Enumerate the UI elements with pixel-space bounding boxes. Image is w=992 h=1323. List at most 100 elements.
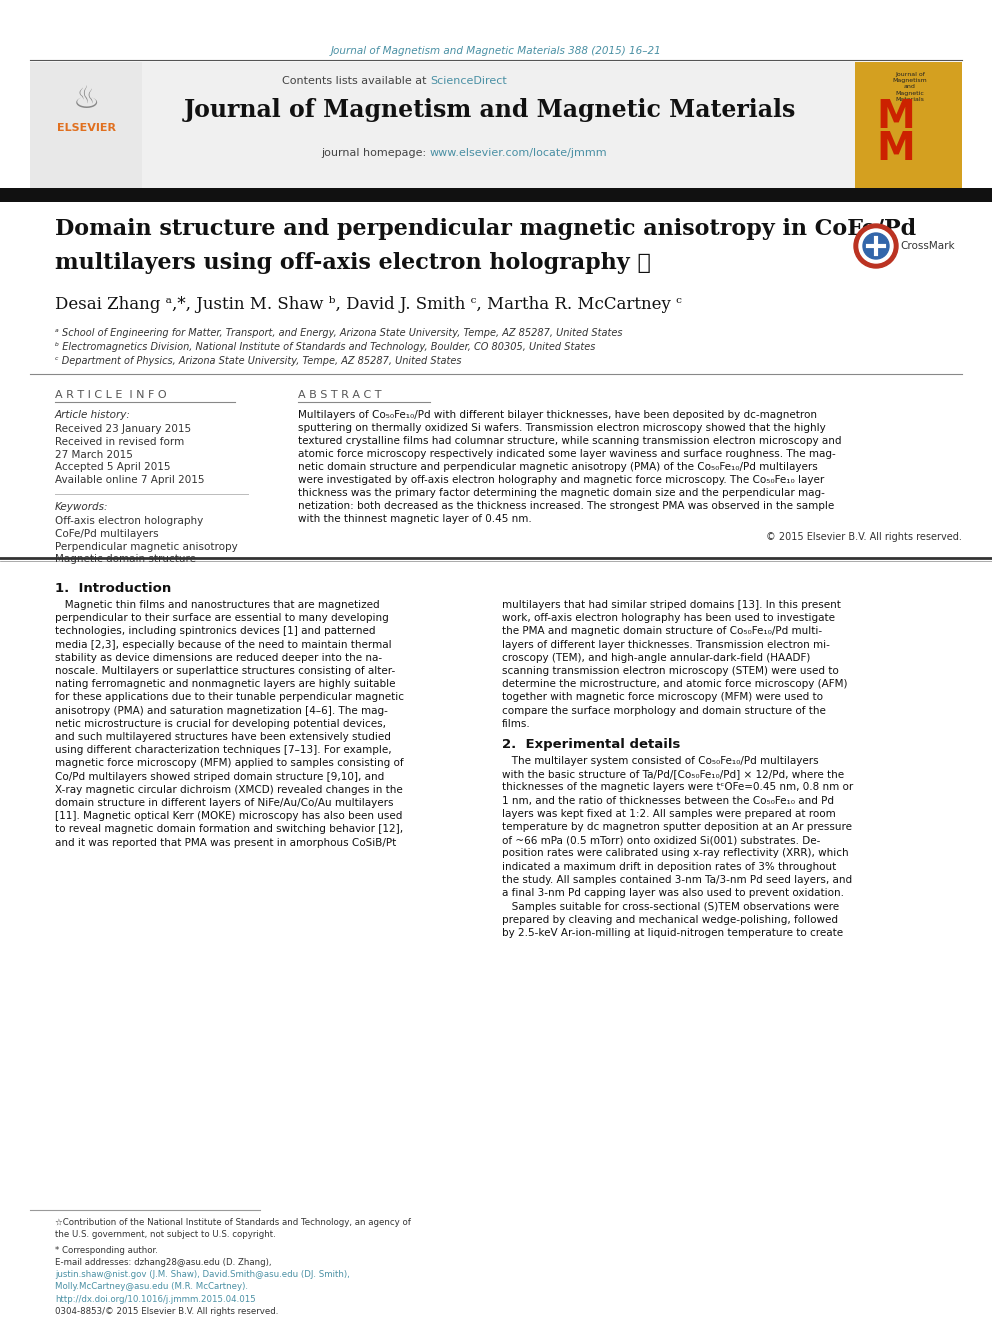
Text: textured crystalline films had columnar structure, while scanning transmission e: textured crystalline films had columnar … [298,437,841,446]
Text: prepared by cleaving and mechanical wedge-polishing, followed: prepared by cleaving and mechanical wedg… [502,916,838,925]
Text: M: M [877,130,916,168]
Text: magnetic force microscopy (MFM) applied to samples consisting of: magnetic force microscopy (MFM) applied … [55,758,404,769]
Text: ScienceDirect: ScienceDirect [430,75,507,86]
Text: multilayers using off-axis electron holography ☆: multilayers using off-axis electron holo… [55,251,651,274]
Text: netic microstructure is crucial for developing potential devices,: netic microstructure is crucial for deve… [55,718,386,729]
Text: compare the surface morphology and domain structure of the: compare the surface morphology and domai… [502,705,826,716]
Text: Molly.McCartney@asu.edu (M.R. McCartney).: Molly.McCartney@asu.edu (M.R. McCartney)… [55,1282,248,1291]
Circle shape [863,233,889,259]
Text: layers of different layer thicknesses. Transmission electron mi-: layers of different layer thicknesses. T… [502,639,830,650]
Text: Multilayers of Co₅₀Fe₁₀/Pd with different bilayer thicknesses, have been deposit: Multilayers of Co₅₀Fe₁₀/Pd with differen… [298,410,817,419]
Text: Co/Pd multilayers showed striped domain structure [9,10], and: Co/Pd multilayers showed striped domain … [55,771,384,782]
Bar [30,62,142,188]
Text: Contents lists available at: Contents lists available at [282,75,430,86]
Bar [855,62,962,188]
Text: Keywords:: Keywords: [55,501,108,512]
Text: and it was reported that PMA was present in amorphous CoSiB/Pt: and it was reported that PMA was present… [55,837,396,848]
Text: © 2015 Elsevier B.V. All rights reserved.: © 2015 Elsevier B.V. All rights reserved… [766,532,962,542]
Text: of ~66 mPa (0.5 mTorr) onto oxidized Si(001) substrates. De-: of ~66 mPa (0.5 mTorr) onto oxidized Si(… [502,835,820,845]
Text: Samples suitable for cross-sectional (S)TEM observations were: Samples suitable for cross-sectional (S)… [502,902,839,912]
Text: position rates were calibrated using x-ray reflectivity (XRR), which: position rates were calibrated using x-r… [502,848,848,859]
Text: determine the microstructure, and atomic force microscopy (AFM): determine the microstructure, and atomic… [502,679,847,689]
Text: ᵃ School of Engineering for Matter, Transport, and Energy, Arizona State Univers: ᵃ School of Engineering for Matter, Tran… [55,328,623,337]
Text: thickness was the primary factor determining the magnetic domain size and the pe: thickness was the primary factor determi… [298,488,825,497]
Text: 0304-8853/© 2015 Elsevier B.V. All rights reserved.: 0304-8853/© 2015 Elsevier B.V. All right… [55,1307,279,1316]
Bar [30,62,885,188]
Text: thicknesses of the magnetic layers were tᶜOFe=0.45 nm, 0.8 nm or: thicknesses of the magnetic layers were … [502,782,853,792]
Text: the study. All samples contained 3-nm Ta/3-nm Pd seed layers, and: the study. All samples contained 3-nm Ta… [502,875,852,885]
Text: anisotropy (PMA) and saturation magnetization [4–6]. The mag-: anisotropy (PMA) and saturation magnetiz… [55,705,388,716]
Text: croscopy (TEM), and high-angle annular-dark-field (HAADF): croscopy (TEM), and high-angle annular-d… [502,652,810,663]
Text: http://dx.doi.org/10.1016/j.jmmm.2015.04.015: http://dx.doi.org/10.1016/j.jmmm.2015.04… [55,1295,256,1304]
Text: * Corresponding author.: * Corresponding author. [55,1246,158,1256]
Text: Perpendicular magnetic anisotropy: Perpendicular magnetic anisotropy [55,541,238,552]
Text: Received 23 January 2015: Received 23 January 2015 [55,423,191,434]
Text: ELSEVIER: ELSEVIER [57,123,115,134]
Text: by 2.5-keV Ar-ion-milling at liquid-nitrogen temperature to create: by 2.5-keV Ar-ion-milling at liquid-nitr… [502,929,843,938]
Text: sputtering on thermally oxidized Si wafers. Transmission electron microscopy sho: sputtering on thermally oxidized Si wafe… [298,423,825,433]
Text: were investigated by off-axis electron holography and magnetic force microscopy.: were investigated by off-axis electron h… [298,475,824,486]
Text: CrossMark: CrossMark [900,241,954,251]
Text: together with magnetic force microscopy (MFM) were used to: together with magnetic force microscopy … [502,692,823,703]
Text: justin.shaw@nist.gov (J.M. Shaw), David.Smith@asu.edu (DJ. Smith),: justin.shaw@nist.gov (J.M. Shaw), David.… [55,1270,350,1279]
Text: Accepted 5 April 2015: Accepted 5 April 2015 [55,463,171,472]
Text: ♨: ♨ [72,86,99,115]
Text: M: M [877,98,916,136]
Text: Magnetic domain structure: Magnetic domain structure [55,554,196,565]
Text: temperature by dc magnetron sputter deposition at an Ar pressure: temperature by dc magnetron sputter depo… [502,822,852,832]
Text: ☆Contribution of the National Institute of Standards and Technology, an agency o: ☆Contribution of the National Institute … [55,1218,411,1226]
Text: CoFe/Pd multilayers: CoFe/Pd multilayers [55,529,159,538]
Text: Available online 7 April 2015: Available online 7 April 2015 [55,475,204,486]
Text: media [2,3], especially because of the need to maintain thermal: media [2,3], especially because of the n… [55,639,392,650]
Text: Journal of Magnetism and Magnetic Materials: Journal of Magnetism and Magnetic Materi… [184,98,797,122]
Text: perpendicular to their surface are essential to many developing: perpendicular to their surface are essen… [55,613,389,623]
Text: layers was kept fixed at 1:2. All samples were prepared at room: layers was kept fixed at 1:2. All sample… [502,808,835,819]
Text: Received in revised form: Received in revised form [55,437,185,447]
Text: atomic force microscopy respectively indicated some layer waviness and surface r: atomic force microscopy respectively ind… [298,448,835,459]
Text: using different characterization techniques [7–13]. For example,: using different characterization techniq… [55,745,392,755]
Text: Journal of
Magnetism
and
Magnetic
Materials: Journal of Magnetism and Magnetic Materi… [893,71,928,102]
Text: the PMA and magnetic domain structure of Co₅₀Fe₁₀/Pd multi-: the PMA and magnetic domain structure of… [502,626,822,636]
Text: A R T I C L E  I N F O: A R T I C L E I N F O [55,390,167,400]
Text: multilayers that had similar striped domains [13]. In this present: multilayers that had similar striped dom… [502,601,841,610]
Text: with the thinnest magnetic layer of 0.45 nm.: with the thinnest magnetic layer of 0.45… [298,515,532,524]
Text: 2.  Experimental details: 2. Experimental details [502,738,681,751]
Text: journal homepage:: journal homepage: [321,148,430,157]
Text: ᵇ Electromagnetics Division, National Institute of Standards and Technology, Bou: ᵇ Electromagnetics Division, National In… [55,343,595,352]
Text: scanning transmission electron microscopy (STEM) were used to: scanning transmission electron microscop… [502,665,839,676]
Text: to reveal magnetic domain formation and switching behavior [12],: to reveal magnetic domain formation and … [55,824,403,835]
Circle shape [859,229,893,263]
Text: a final 3-nm Pd capping layer was also used to prevent oxidation.: a final 3-nm Pd capping layer was also u… [502,888,844,898]
Text: 1 nm, and the ratio of thicknesses between the Co₅₀Fe₁₀ and Pd: 1 nm, and the ratio of thicknesses betwe… [502,795,834,806]
Text: films.: films. [502,718,531,729]
Text: 27 March 2015: 27 March 2015 [55,450,133,459]
Text: Desai Zhang ᵃ,*, Justin M. Shaw ᵇ, David J. Smith ᶜ, Martha R. McCartney ᶜ: Desai Zhang ᵃ,*, Justin M. Shaw ᵇ, David… [55,296,682,314]
Text: [11]. Magnetic optical Kerr (MOKE) microscopy has also been used: [11]. Magnetic optical Kerr (MOKE) micro… [55,811,403,822]
Circle shape [854,224,898,269]
Text: stability as device dimensions are reduced deeper into the na-: stability as device dimensions are reduc… [55,652,382,663]
Text: and such multilayered structures have been extensively studied: and such multilayered structures have be… [55,732,391,742]
Text: X-ray magnetic circular dichroism (XMCD) revealed changes in the: X-ray magnetic circular dichroism (XMCD)… [55,785,403,795]
Text: nating ferromagnetic and nonmagnetic layers are highly suitable: nating ferromagnetic and nonmagnetic lay… [55,679,396,689]
Bar [0,188,992,202]
Text: technologies, including spintronics devices [1] and patterned: technologies, including spintronics devi… [55,626,376,636]
Text: with the basic structure of Ta/Pd/[Co₅₀Fe₁₀/Pd] × 12/Pd, where the: with the basic structure of Ta/Pd/[Co₅₀F… [502,769,844,779]
Text: netic domain structure and perpendicular magnetic anisotropy (PMA) of the Co₅₀Fe: netic domain structure and perpendicular… [298,462,817,472]
Text: ᶜ Department of Physics, Arizona State University, Tempe, AZ 85287, United State: ᶜ Department of Physics, Arizona State U… [55,356,461,366]
Text: the U.S. government, not subject to U.S. copyright.: the U.S. government, not subject to U.S.… [55,1230,276,1240]
Text: Off-axis electron holography: Off-axis electron holography [55,516,203,527]
Text: Journal of Magnetism and Magnetic Materials 388 (2015) 16–21: Journal of Magnetism and Magnetic Materi… [330,46,662,56]
Text: Magnetic thin films and nanostructures that are magnetized: Magnetic thin films and nanostructures t… [55,601,380,610]
Text: for these applications due to their tunable perpendicular magnetic: for these applications due to their tuna… [55,692,404,703]
Text: The multilayer system consisted of Co₅₀Fe₁₀/Pd multilayers: The multilayer system consisted of Co₅₀F… [502,755,818,766]
Text: work, off-axis electron holography has been used to investigate: work, off-axis electron holography has b… [502,613,835,623]
Text: netization: both decreased as the thickness increased. The strongest PMA was obs: netization: both decreased as the thickn… [298,501,834,511]
Text: Article history:: Article history: [55,410,131,419]
Text: domain structure in different layers of NiFe/Au/Co/Au multilayers: domain structure in different layers of … [55,798,394,808]
Text: 1.  Introduction: 1. Introduction [55,582,172,595]
Text: E-mail addresses: dzhang28@asu.edu (D. Zhang),: E-mail addresses: dzhang28@asu.edu (D. Z… [55,1258,272,1267]
Text: indicated a maximum drift in deposition rates of 3% throughout: indicated a maximum drift in deposition … [502,861,836,872]
Text: noscale. Multilayers or superlattice structures consisting of alter-: noscale. Multilayers or superlattice str… [55,665,395,676]
Text: www.elsevier.com/locate/jmmm: www.elsevier.com/locate/jmmm [430,148,608,157]
Text: A B S T R A C T: A B S T R A C T [298,390,382,400]
